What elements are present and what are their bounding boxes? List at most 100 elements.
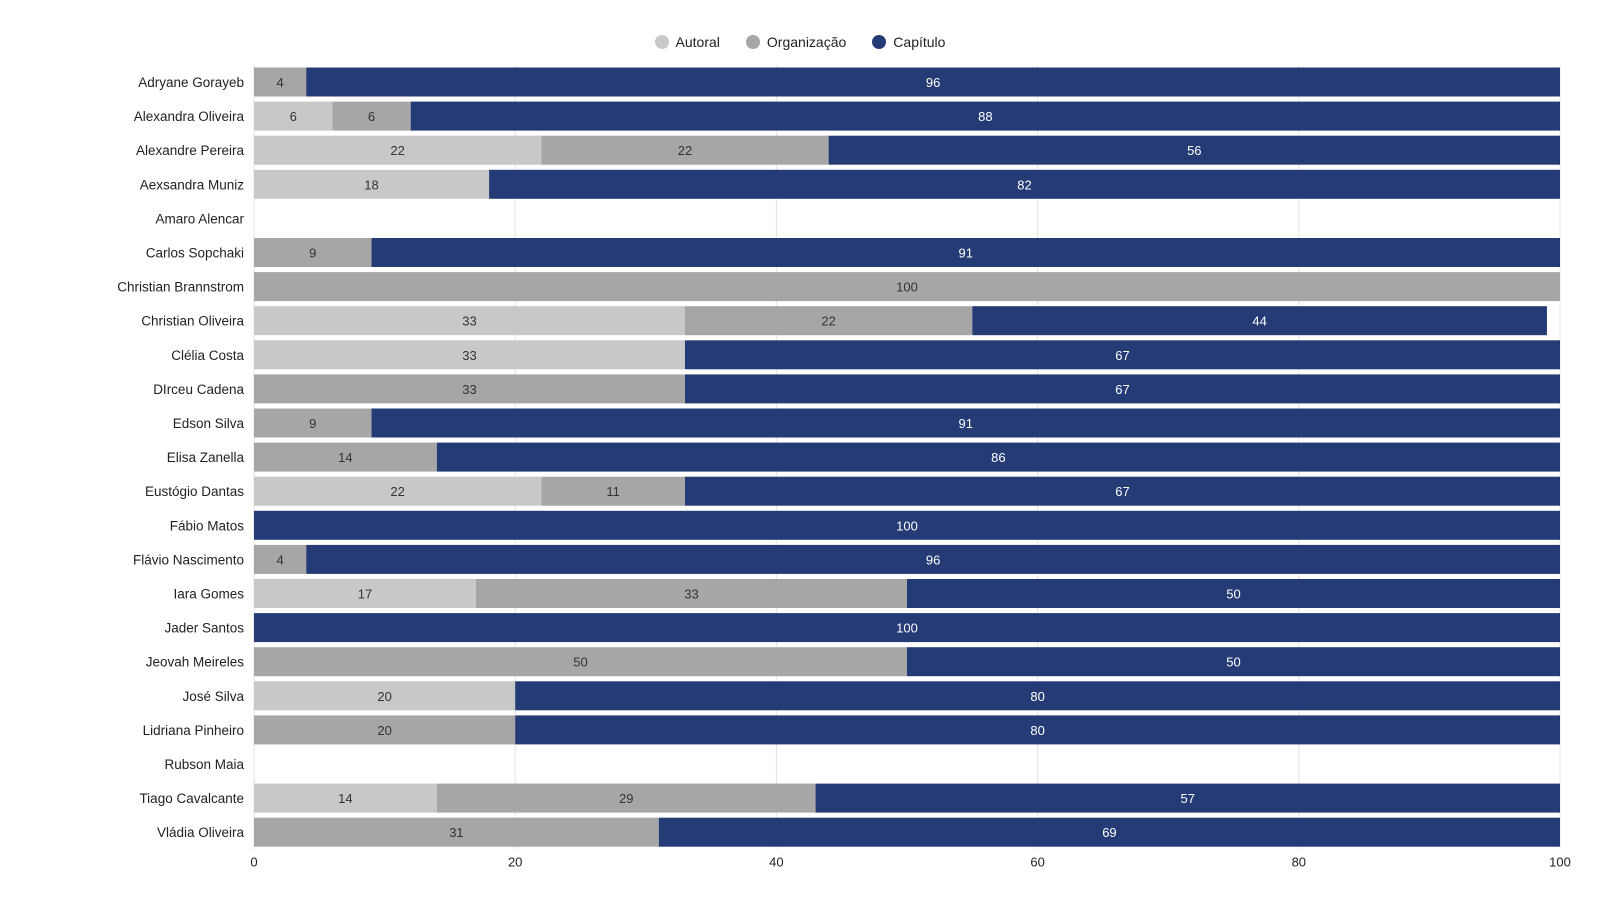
data-label: 67 <box>1115 484 1129 499</box>
bar-segment <box>254 613 1560 643</box>
bar-segment <box>515 715 1561 745</box>
data-label: 9 <box>309 246 316 261</box>
category-label: Christian Brannstrom <box>117 280 244 295</box>
data-label: 29 <box>619 791 633 806</box>
category-label: Rubson Maia <box>164 757 244 772</box>
data-label: 14 <box>338 450 352 465</box>
bar-segment <box>254 374 685 404</box>
data-label: 91 <box>959 246 973 261</box>
category-label: DIrceu Cadena <box>153 382 244 397</box>
bar-segment <box>476 579 907 608</box>
bar-segment <box>489 169 1561 199</box>
bar-segment <box>436 783 816 813</box>
legend-swatch <box>745 35 760 49</box>
data-label: 100 <box>896 280 918 295</box>
bar-segment <box>254 340 685 370</box>
bar-segment <box>436 442 1561 472</box>
data-label: 20 <box>377 723 391 738</box>
x-tick-label: 40 <box>769 854 783 869</box>
data-label: 33 <box>462 314 476 329</box>
bar-segment <box>254 817 659 847</box>
category-label: Lidriana Pinheiro <box>143 723 244 738</box>
bar-segment <box>371 408 1560 438</box>
bar-segment <box>254 135 542 165</box>
bar-segment <box>254 67 307 97</box>
data-label: 82 <box>1017 177 1031 192</box>
legend: Autoral Organização Capítulo <box>0 34 1600 50</box>
bar-segment <box>541 476 685 506</box>
bar-segment <box>332 101 411 131</box>
category-label: Clélia Costa <box>171 348 244 363</box>
bar-segment <box>254 681 516 711</box>
legend-label: Organização <box>766 34 847 50</box>
category-label: Alexandra Oliveira <box>134 109 245 124</box>
category-label: Jader Santos <box>164 621 244 636</box>
bar-segment <box>306 544 1560 574</box>
legend-item: Autoral <box>654 34 720 50</box>
bar-segment <box>658 817 1560 847</box>
bar-segment <box>684 374 1560 404</box>
data-label: 80 <box>1030 723 1044 738</box>
category-label: Amaro Alencar <box>155 211 244 226</box>
category-label: Iara Gomes <box>173 587 244 602</box>
legend-label: Capítulo <box>893 34 946 50</box>
bar-segment <box>254 544 307 574</box>
bar-segment <box>371 238 1560 267</box>
data-label: 44 <box>1252 314 1266 329</box>
category-label: Adryane Gorayeb <box>138 75 244 90</box>
data-label: 17 <box>358 587 372 602</box>
bar-segment <box>254 783 437 813</box>
bar-segment <box>254 715 516 745</box>
data-label: 18 <box>364 177 378 192</box>
bar-segment <box>254 101 333 131</box>
category-label: Christian Oliveira <box>141 314 244 329</box>
category-label: Edson Silva <box>173 416 245 431</box>
data-label: 33 <box>462 382 476 397</box>
category-label: Jeovah Meireles <box>146 655 245 670</box>
bar-segment <box>254 579 477 608</box>
bar-segment <box>972 306 1547 336</box>
category-label: José Silva <box>182 689 244 704</box>
data-label: 96 <box>926 552 940 567</box>
category-label: Eustógio Dantas <box>145 484 244 499</box>
data-label: 11 <box>606 484 620 499</box>
bar-segment <box>684 340 1560 370</box>
bar-segment <box>515 681 1561 711</box>
x-tick-label: 80 <box>1292 854 1306 869</box>
category-label: Fábio Matos <box>170 518 245 533</box>
data-label: 20 <box>377 689 391 704</box>
category-label: Flávio Nascimento <box>133 552 244 567</box>
data-label: 57 <box>1181 791 1195 806</box>
category-label: Tiago Cavalcante <box>139 791 244 806</box>
bar-segment <box>254 408 372 438</box>
bar-segment <box>828 135 1560 165</box>
bar-segment <box>254 510 1560 540</box>
data-label: 22 <box>821 314 835 329</box>
bar-segment <box>254 169 490 199</box>
x-tick-label: 20 <box>508 854 522 869</box>
bar-segment <box>684 306 973 336</box>
category-label: Aexsandra Muniz <box>140 177 245 192</box>
data-label: 4 <box>277 552 284 567</box>
category-label: Elisa Zanella <box>167 450 245 465</box>
data-label: 33 <box>462 348 476 363</box>
data-label: 91 <box>959 416 973 431</box>
bar-segment <box>306 67 1560 97</box>
data-label: 31 <box>449 825 463 840</box>
data-label: 86 <box>991 450 1005 465</box>
legend-swatch <box>654 35 669 49</box>
data-label: 50 <box>1226 655 1240 670</box>
bar-segment <box>815 783 1560 813</box>
x-tick-label: 60 <box>1030 854 1044 869</box>
data-label: 22 <box>390 484 404 499</box>
bar-segment <box>254 442 437 472</box>
data-label: 67 <box>1115 348 1129 363</box>
bar-segment <box>907 579 1560 608</box>
data-label: 100 <box>896 518 918 533</box>
data-label: 69 <box>1102 825 1116 840</box>
bar-segment <box>254 272 1560 302</box>
data-label: 6 <box>290 109 297 124</box>
legend-item: Organização <box>745 34 847 50</box>
data-label: 100 <box>896 621 918 636</box>
